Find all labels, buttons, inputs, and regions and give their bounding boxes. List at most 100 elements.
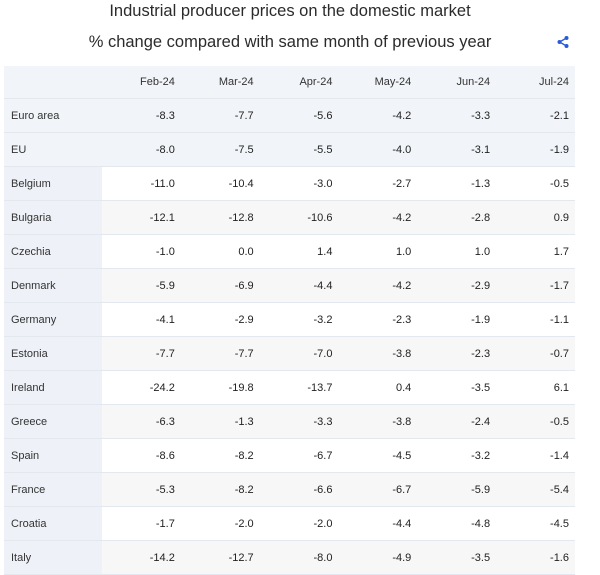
value-cell: -6.3 bbox=[102, 404, 181, 439]
value-cell: -2.0 bbox=[180, 506, 260, 541]
row-label: Ireland bbox=[4, 370, 103, 405]
value-cell: -3.3 bbox=[417, 98, 497, 133]
row-label: Croatia bbox=[4, 506, 103, 541]
chart-subtitle: % change compared with same month of pre… bbox=[88, 33, 492, 51]
value-cell: -2.3 bbox=[338, 302, 418, 337]
table-row: Czechia -1.0 0.0 1.4 1.0 1.0 1.7 bbox=[4, 234, 575, 269]
row-label: Germany bbox=[4, 302, 103, 337]
value-cell: -6.7 bbox=[338, 472, 418, 507]
value-cell: -4.9 bbox=[338, 540, 418, 575]
value-cell: -6.9 bbox=[180, 268, 260, 303]
row-label: Bulgaria bbox=[4, 200, 103, 235]
value-cell: -7.0 bbox=[259, 336, 339, 371]
value-cell: 1.0 bbox=[417, 234, 497, 269]
value-cell: -13.7 bbox=[259, 370, 339, 405]
row-label: Greece bbox=[4, 404, 103, 439]
row-label: Czechia bbox=[4, 234, 103, 269]
value-cell: -1.1 bbox=[496, 302, 575, 337]
value-cell: -3.8 bbox=[338, 336, 418, 371]
value-cell: -1.0 bbox=[102, 234, 181, 269]
value-cell: -4.1 bbox=[102, 302, 181, 337]
value-cell: -5.9 bbox=[417, 472, 497, 507]
value-cell: -3.2 bbox=[417, 438, 497, 473]
value-cell: -24.2 bbox=[102, 370, 181, 405]
table-row: Denmark -5.9 -6.9 -4.4 -4.2 -2.9 -1.7 bbox=[4, 268, 575, 303]
table-row: Germany -4.1 -2.9 -3.2 -2.3 -1.9 -1.1 bbox=[4, 302, 575, 337]
column-header: May-24 bbox=[338, 66, 418, 99]
table-row: Belgium -11.0 -10.4 -3.0 -2.7 -1.3 -0.5 bbox=[4, 166, 575, 201]
row-label: France bbox=[4, 472, 103, 507]
value-cell: -6.7 bbox=[259, 438, 339, 473]
value-cell: -8.0 bbox=[102, 132, 181, 167]
value-cell: -19.8 bbox=[180, 370, 260, 405]
table-row: France -5.3 -8.2 -6.6 -6.7 -5.9 -5.4 bbox=[4, 472, 575, 507]
value-cell: -2.1 bbox=[496, 98, 575, 133]
value-cell: -1.7 bbox=[496, 268, 575, 303]
value-cell: -7.7 bbox=[102, 336, 181, 371]
value-cell: -1.7 bbox=[102, 506, 181, 541]
value-cell: -7.7 bbox=[180, 336, 260, 371]
table-header-row: Feb-24 Mar-24 Apr-24 May-24 Jun-24 Jul-24 bbox=[4, 66, 575, 99]
value-cell: -0.5 bbox=[496, 166, 575, 201]
value-cell: -8.0 bbox=[259, 540, 339, 575]
column-header: Apr-24 bbox=[259, 66, 339, 99]
value-cell: -10.4 bbox=[180, 166, 260, 201]
value-cell: 1.4 bbox=[259, 234, 339, 269]
row-label: Belgium bbox=[4, 166, 103, 201]
table-row: Estonia -7.7 -7.7 -7.0 -3.8 -2.3 -0.7 bbox=[4, 336, 575, 371]
value-cell: -4.4 bbox=[338, 506, 418, 541]
value-cell: -7.7 bbox=[180, 98, 260, 133]
value-cell: -1.4 bbox=[496, 438, 575, 473]
value-cell: -5.3 bbox=[102, 472, 181, 507]
value-cell: -5.9 bbox=[102, 268, 181, 303]
value-cell: -2.7 bbox=[338, 166, 418, 201]
value-cell: -3.3 bbox=[259, 404, 339, 439]
value-cell: 6.1 bbox=[496, 370, 575, 405]
column-header: Jun-24 bbox=[417, 66, 497, 99]
chart-title: Industrial producer prices on the domest… bbox=[109, 2, 471, 20]
value-cell: 1.7 bbox=[496, 234, 575, 269]
value-cell: 0.4 bbox=[338, 370, 418, 405]
value-cell: -12.7 bbox=[180, 540, 260, 575]
value-cell: -3.1 bbox=[417, 132, 497, 167]
value-cell: -0.5 bbox=[496, 404, 575, 439]
value-cell: -8.3 bbox=[102, 98, 181, 133]
value-cell: -4.4 bbox=[259, 268, 339, 303]
table-row: Croatia -1.7 -2.0 -2.0 -4.4 -4.8 -4.5 bbox=[4, 506, 575, 541]
value-cell: -4.8 bbox=[417, 506, 497, 541]
column-header: Jul-24 bbox=[496, 66, 575, 99]
value-cell: -10.6 bbox=[259, 200, 339, 235]
table-row: Euro area -8.3 -7.7 -5.6 -4.2 -3.3 -2.1 bbox=[4, 98, 575, 133]
share-icon[interactable] bbox=[556, 35, 570, 49]
row-label: EU bbox=[4, 132, 103, 167]
column-header: Mar-24 bbox=[180, 66, 260, 99]
value-cell: -0.7 bbox=[496, 336, 575, 371]
value-cell: -5.6 bbox=[259, 98, 339, 133]
value-cell: -1.9 bbox=[417, 302, 497, 337]
table-body: Euro area -8.3 -7.7 -5.6 -4.2 -3.3 -2.1 EU -8.0-… bbox=[4, 98, 575, 575]
value-cell: -8.2 bbox=[180, 472, 260, 507]
value-cell: -14.2 bbox=[102, 540, 181, 575]
data-table: Feb-24 Mar-24 Apr-24 May-24 Jun-24 Jul-24 Eur… bbox=[4, 66, 575, 575]
value-cell: -3.5 bbox=[417, 540, 497, 575]
value-cell: -11.0 bbox=[102, 166, 181, 201]
value-cell: -4.2 bbox=[338, 268, 418, 303]
row-label: Estonia bbox=[4, 336, 103, 371]
value-cell: -4.0 bbox=[338, 132, 418, 167]
value-cell: -2.3 bbox=[417, 336, 497, 371]
value-cell: -4.2 bbox=[338, 98, 418, 133]
value-cell: -8.2 bbox=[180, 438, 260, 473]
header-corner-cell bbox=[4, 66, 103, 99]
value-cell: 0.9 bbox=[496, 200, 575, 235]
value-cell: -1.6 bbox=[496, 540, 575, 575]
value-cell: -1.3 bbox=[417, 166, 497, 201]
table-row: Italy -14.2 -12.7 -8.0 -4.9 -3.5 -1.6 bbox=[4, 540, 575, 575]
row-label: Italy bbox=[4, 540, 103, 575]
value-cell: -6.6 bbox=[259, 472, 339, 507]
table-row: EU -8.0 -7.5 -5.5 -4.0 -3.1 -1.9 bbox=[4, 132, 575, 167]
value-cell: -7.5 bbox=[180, 132, 260, 167]
value-cell: -5.4 bbox=[496, 472, 575, 507]
row-label: Spain bbox=[4, 438, 103, 473]
value-cell: -3.5 bbox=[417, 370, 497, 405]
column-header: Feb-24 bbox=[102, 66, 181, 99]
